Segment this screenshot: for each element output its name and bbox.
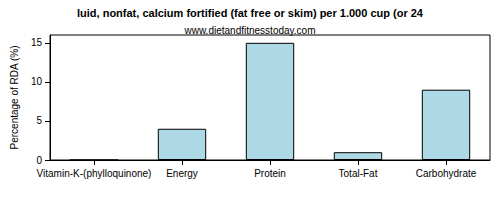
svg-text:Total-Fat: Total-Fat — [339, 168, 378, 179]
svg-text:Vitamin-K-(phylloquinone): Vitamin-K-(phylloquinone) — [37, 168, 152, 179]
svg-text:5: 5 — [36, 115, 42, 126]
svg-text:Protein: Protein — [254, 168, 286, 179]
svg-text:15: 15 — [31, 37, 43, 48]
svg-text:Energy: Energy — [166, 168, 198, 179]
svg-text:10: 10 — [31, 76, 43, 87]
svg-text:0: 0 — [36, 155, 42, 166]
svg-text:Carbohydrate: Carbohydrate — [416, 168, 477, 179]
svg-text:Percentage of RDA (%): Percentage of RDA (%) — [9, 46, 20, 150]
svg-text:luid, nonfat, calcium fortifie: luid, nonfat, calcium fortified (fat fre… — [77, 7, 424, 19]
svg-text:www.dietandfitnesstoday.com: www.dietandfitnesstoday.com — [184, 25, 316, 36]
